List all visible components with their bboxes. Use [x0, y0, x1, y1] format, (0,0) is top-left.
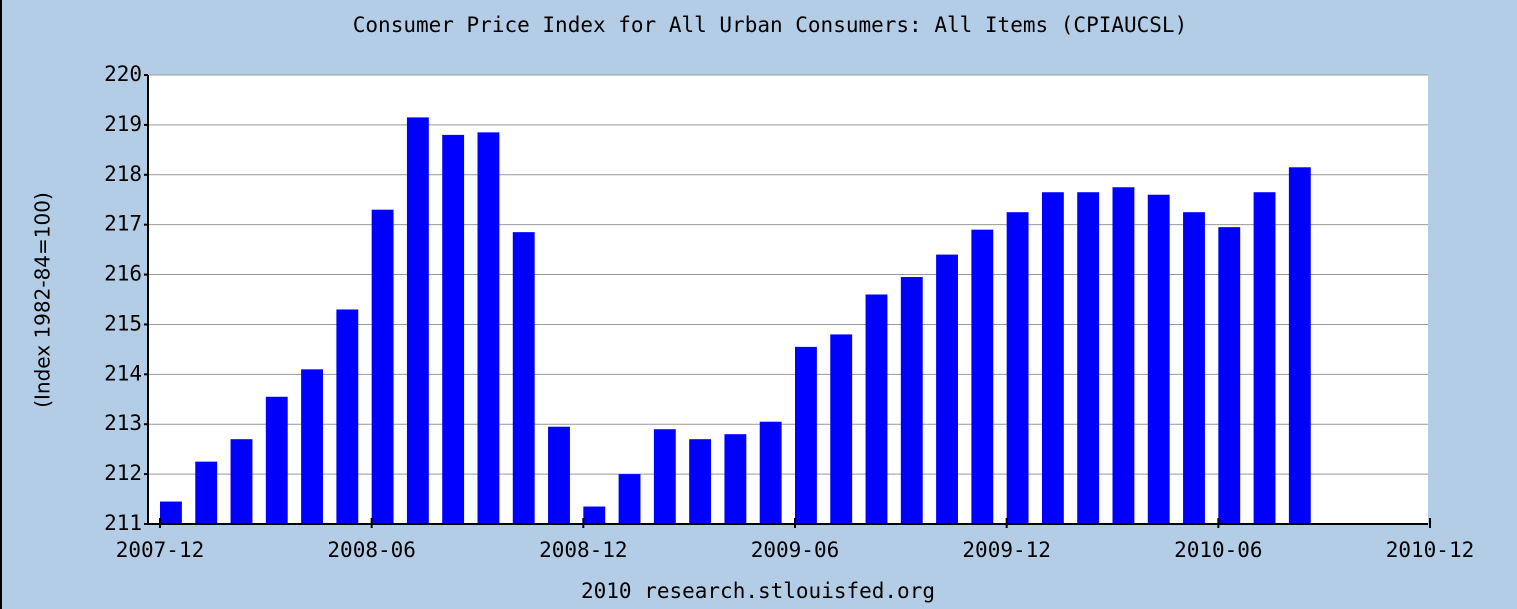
bar — [160, 501, 182, 524]
plot-area — [148, 75, 1428, 524]
y-axis-label: (Index 1982-84=100) — [31, 192, 55, 408]
bar — [512, 232, 535, 524]
bar — [936, 254, 958, 524]
y-tick-label: 215 — [104, 311, 142, 335]
x-tick-label: 2010-12 — [1386, 538, 1475, 562]
bar — [583, 506, 606, 524]
y-tick-label: 216 — [104, 262, 142, 286]
bar — [371, 209, 394, 524]
bar — [1006, 212, 1029, 524]
y-tick-label: 218 — [104, 162, 142, 186]
bar — [1077, 192, 1100, 524]
y-tick-label: 219 — [104, 112, 142, 136]
bar — [477, 132, 500, 524]
x-tick-label: 2010-06 — [1174, 538, 1263, 562]
x-tick-label: 2007-12 — [116, 538, 205, 562]
bar — [1041, 192, 1064, 524]
bar — [336, 309, 359, 524]
bar — [795, 346, 817, 524]
bar — [724, 434, 747, 524]
bar — [1183, 212, 1205, 524]
bar — [618, 474, 641, 524]
footer: 2010 research.stlouisfed.org — [581, 579, 935, 603]
bar — [971, 229, 994, 524]
y-tick-label: 214 — [104, 361, 142, 385]
bar — [900, 277, 923, 524]
bar — [653, 429, 676, 524]
x-tick-label: 2009-06 — [751, 538, 840, 562]
bar — [1112, 187, 1135, 524]
bar — [265, 396, 288, 524]
bar — [195, 461, 218, 524]
bar — [865, 294, 888, 524]
x-tick-label: 2008-12 — [539, 538, 628, 562]
x-tick-label: 2008-06 — [327, 538, 416, 562]
bar — [689, 439, 712, 524]
bar — [1253, 192, 1276, 524]
y-tick-label: 213 — [104, 411, 142, 435]
bar — [830, 334, 853, 524]
chart-title: Consumer Price Index for All Urban Consu… — [353, 13, 1187, 37]
x-tick-label: 2009-12 — [962, 538, 1051, 562]
bar — [230, 439, 253, 524]
y-tick-label: 220 — [104, 62, 142, 86]
bar — [1147, 194, 1170, 524]
bar — [442, 134, 465, 524]
bar — [1218, 227, 1241, 524]
bar — [1288, 167, 1311, 525]
y-tick-label: 217 — [104, 212, 142, 236]
bar — [406, 117, 429, 525]
bar — [548, 426, 570, 524]
y-tick-label: 211 — [104, 511, 142, 535]
bar — [301, 369, 323, 524]
y-tick-label: 212 — [104, 461, 142, 485]
bar — [759, 421, 782, 524]
